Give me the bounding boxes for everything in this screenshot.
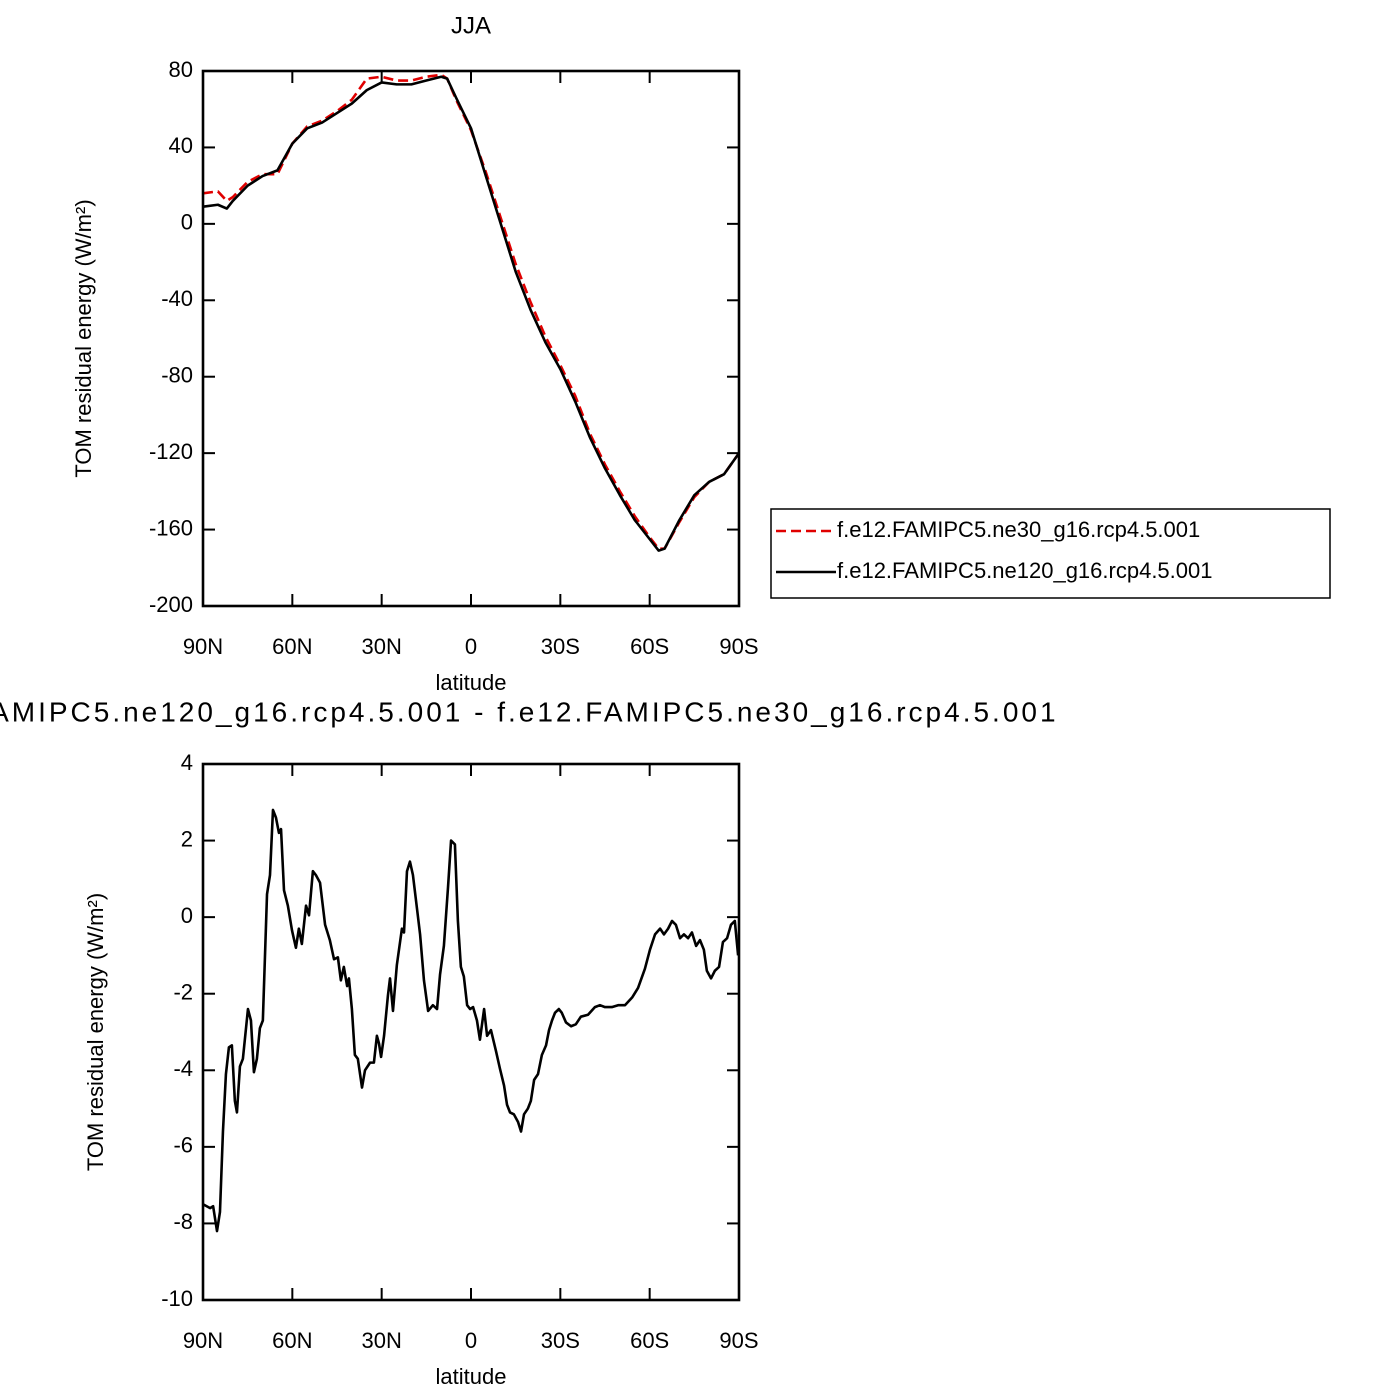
- y-tick-label: -4: [173, 1056, 193, 1081]
- y-axis-label: TOM residual energy (W/m²): [71, 199, 96, 477]
- y-tick-label: -120: [149, 439, 193, 464]
- y-tick-label: 0: [181, 210, 193, 235]
- x-tick-label: 30N: [361, 634, 401, 659]
- y-tick-label: -80: [161, 363, 193, 388]
- y-axis-label: TOM residual energy (W/m²): [83, 893, 108, 1171]
- x-tick-label: 60N: [272, 1328, 312, 1353]
- y-tick-label: -160: [149, 515, 193, 540]
- x-tick-label: 90N: [183, 1328, 223, 1353]
- x-tick-label: 60S: [630, 1328, 669, 1353]
- x-tick-label: 60N: [272, 634, 312, 659]
- legend-box: [770, 508, 1331, 599]
- y-tick-label: -8: [173, 1209, 193, 1234]
- plot-frame: [201, 762, 741, 1302]
- legend-label: f.e12.FAMIPC5.ne120_g16.rcp4.5.001: [837, 558, 1212, 583]
- data-line: [202, 75, 741, 552]
- x-tick-label: 30S: [541, 634, 580, 659]
- y-tick-label: 4: [181, 750, 193, 775]
- legend-label: f.e12.FAMIPC5.ne30_g16.rcp4.5.001: [837, 517, 1200, 542]
- y-tick-label: 80: [169, 57, 193, 82]
- y-tick-label: -10: [161, 1286, 193, 1311]
- y-tick-label: -40: [161, 286, 193, 311]
- x-axis-label: latitude: [436, 1364, 507, 1389]
- x-tick-label: 30N: [361, 1328, 401, 1353]
- y-tick-label: 0: [181, 903, 193, 928]
- data-line: [202, 808, 740, 1233]
- x-tick-label: 0: [465, 1328, 477, 1353]
- chart-title: f.e12.FAMIPC5.ne120_g16.rcp4.5.001 - f.e…: [0, 696, 1059, 727]
- x-axis-label: latitude: [436, 670, 507, 695]
- plot-frame: [201, 69, 741, 608]
- y-tick-label: -2: [173, 980, 193, 1005]
- x-tick-label: 90N: [183, 634, 223, 659]
- chart-title: JJA: [451, 12, 491, 39]
- y-tick-label: 2: [181, 826, 193, 851]
- data-line: [202, 73, 741, 550]
- y-tick-label: 40: [169, 133, 193, 158]
- x-tick-label: 90S: [719, 634, 758, 659]
- x-tick-label: 30S: [541, 1328, 580, 1353]
- x-tick-label: 90S: [719, 1328, 758, 1353]
- x-tick-label: 0: [465, 634, 477, 659]
- y-tick-label: -200: [149, 592, 193, 617]
- y-tick-label: -6: [173, 1133, 193, 1158]
- x-tick-label: 60S: [630, 634, 669, 659]
